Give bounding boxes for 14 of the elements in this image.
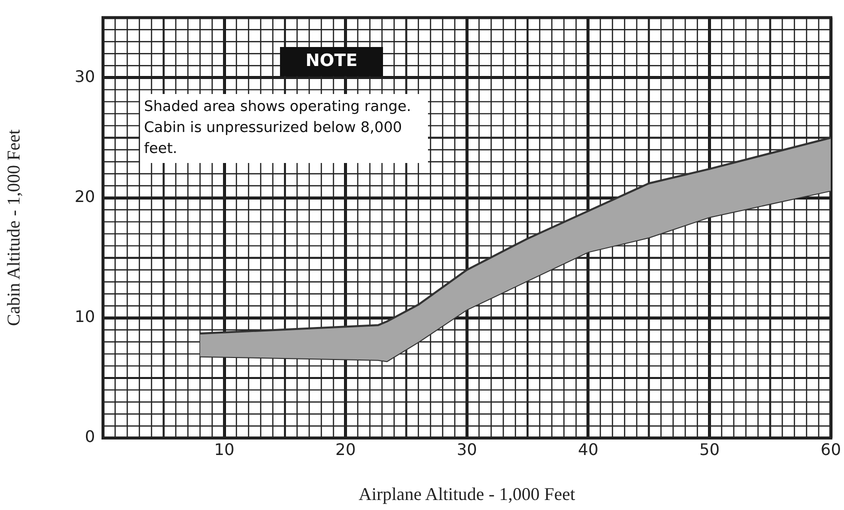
x-axis-title: Airplane Altitude - 1,000 Feet (358, 484, 576, 504)
y-tick-label: 20 (74, 186, 95, 206)
x-tick-label: 20 (335, 440, 356, 459)
x-tick-label: 40 (578, 440, 598, 459)
x-tick-label: 10 (214, 440, 234, 459)
x-tick-label: 50 (699, 440, 720, 459)
x-tick-label: 60 (820, 440, 841, 459)
y-tick-label: 10 (74, 307, 95, 326)
x-tick-label: 30 (456, 440, 478, 459)
y-tick-label: 0 (84, 427, 95, 446)
annotation: NOTE (280, 47, 383, 76)
annotation: Shaded area shows operating range. Cabin is unpressurized below 8,000 feet. (140, 94, 428, 163)
y-tick-label: 30 (74, 66, 95, 86)
y-axis-title: Cabin Altitude - 1,000 Feet (4, 130, 24, 326)
